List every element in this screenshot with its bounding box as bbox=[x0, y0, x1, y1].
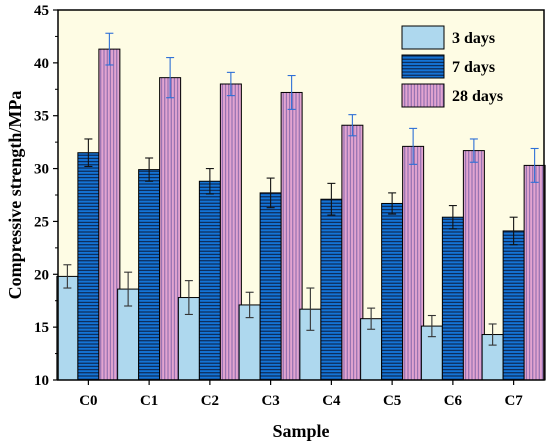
error-bar-7-days-C1 bbox=[145, 157, 154, 182]
y-tick-label: 30 bbox=[34, 162, 49, 178]
error-bar-28-days-C7 bbox=[530, 147, 539, 183]
bar-28-days-C2 bbox=[219, 83, 242, 381]
error-bar-28-days-C1 bbox=[166, 57, 175, 99]
legend-label: 3 days bbox=[452, 30, 495, 47]
error-bar-7-days-C6 bbox=[448, 205, 457, 230]
legend-label: 28 days bbox=[452, 88, 503, 105]
x-tick-label: C4 bbox=[322, 393, 341, 409]
error-bar-3-days-C6 bbox=[427, 314, 436, 338]
bar-7-days-C2 bbox=[198, 180, 221, 381]
bar-7-days-C0 bbox=[77, 152, 100, 381]
x-tick-label: C3 bbox=[261, 393, 279, 409]
y-tick-label: 35 bbox=[34, 109, 49, 125]
bar-7-days-C1 bbox=[138, 169, 161, 381]
error-bar-28-days-C4 bbox=[348, 114, 357, 137]
bar-3-days-C0 bbox=[56, 275, 79, 381]
error-bar-3-days-C1 bbox=[124, 271, 133, 307]
bar-28-days-C0 bbox=[98, 48, 121, 381]
y-tick-label: 40 bbox=[34, 56, 49, 72]
y-axis: 10 15 20 25 30 35 40 45 bbox=[34, 3, 58, 389]
error-bar-7-days-C2 bbox=[205, 168, 214, 195]
bar-28-days-C3 bbox=[280, 91, 303, 381]
bar-28-days-C6 bbox=[462, 150, 485, 381]
error-bar-28-days-C6 bbox=[469, 138, 478, 163]
y-tick-label: 45 bbox=[34, 3, 49, 19]
legend-item-3-days: 3 days bbox=[401, 25, 495, 50]
error-bar-3-days-C0 bbox=[63, 264, 72, 289]
error-bar-28-days-C3 bbox=[287, 74, 296, 110]
error-bar-7-days-C5 bbox=[388, 192, 397, 215]
x-tick-label: C7 bbox=[504, 393, 523, 409]
legend-item-7-days: 7 days bbox=[401, 54, 495, 79]
bar-28-days-C7 bbox=[523, 164, 546, 381]
error-bar-3-days-C7 bbox=[488, 323, 497, 346]
bar-7-days-C7 bbox=[502, 230, 525, 381]
y-axis-title: Compressive strength/MPa bbox=[5, 91, 25, 300]
y-tick-label: 15 bbox=[34, 320, 49, 336]
error-bar-7-days-C3 bbox=[266, 177, 275, 209]
legend: 3 days 7 days 28 days bbox=[401, 25, 503, 108]
legend-swatch bbox=[401, 83, 445, 108]
error-bar-3-days-C3 bbox=[245, 291, 254, 319]
error-bar-7-days-C4 bbox=[327, 182, 336, 216]
y-tick-label: 25 bbox=[34, 214, 49, 230]
bar-28-days-C1 bbox=[159, 77, 182, 381]
error-bar-3-days-C4 bbox=[306, 287, 315, 331]
x-tick-label: C1 bbox=[140, 393, 158, 409]
error-bar-3-days-C5 bbox=[367, 307, 376, 330]
bar-7-days-C4 bbox=[320, 198, 343, 381]
x-tick-label: C5 bbox=[383, 393, 401, 409]
bar-7-days-C5 bbox=[381, 202, 404, 381]
x-tick-label: C2 bbox=[201, 393, 219, 409]
error-bar-7-days-C7 bbox=[509, 216, 518, 246]
y-tick-label: 10 bbox=[34, 373, 49, 389]
bar-28-days-C5 bbox=[402, 145, 425, 381]
y-tick-label: 20 bbox=[34, 267, 49, 283]
legend-item-28-days: 28 days bbox=[401, 83, 503, 108]
error-bar-28-days-C0 bbox=[105, 32, 114, 66]
x-tick-label: C0 bbox=[79, 393, 97, 409]
bar-7-days-C3 bbox=[259, 192, 282, 381]
error-bar-28-days-C5 bbox=[409, 127, 418, 165]
x-tick-label: C6 bbox=[444, 393, 463, 409]
error-bars-layer bbox=[63, 32, 539, 346]
legend-label: 7 days bbox=[452, 59, 495, 76]
bar-7-days-C6 bbox=[441, 216, 464, 381]
error-bar-28-days-C2 bbox=[226, 71, 235, 97]
error-bar-3-days-C2 bbox=[184, 280, 193, 316]
x-axis: C0 C1 C2 C3 C4 C5 C6 C7 bbox=[79, 380, 523, 409]
error-bar-7-days-C0 bbox=[84, 138, 93, 168]
legend-swatch bbox=[401, 54, 445, 79]
bar-28-days-C4 bbox=[341, 124, 364, 381]
x-axis-title: Sample bbox=[272, 421, 329, 441]
legend-swatch bbox=[401, 25, 445, 50]
